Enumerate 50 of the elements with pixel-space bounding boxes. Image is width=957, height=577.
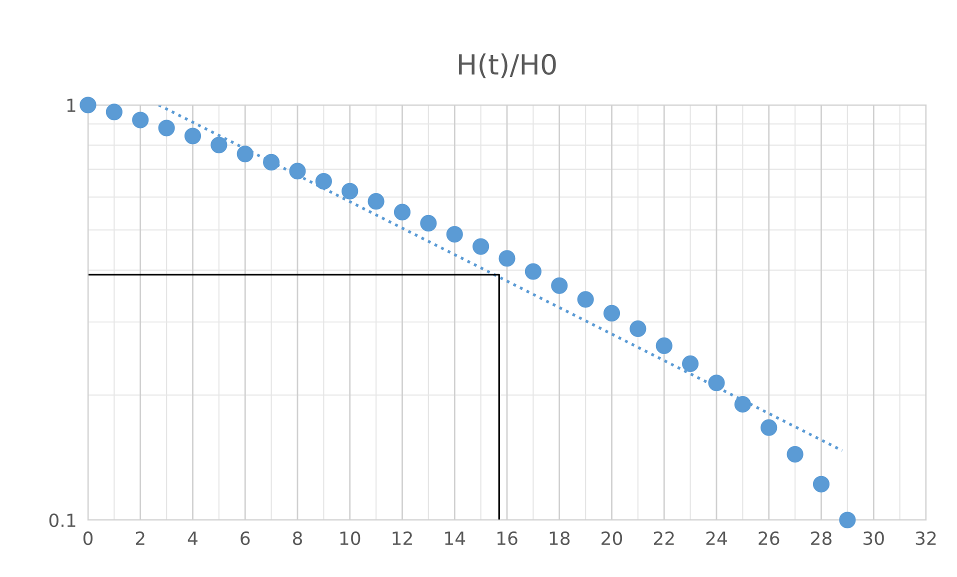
x-tick-label: 6 bbox=[240, 531, 250, 546]
x-tick-label: 16 bbox=[497, 531, 518, 546]
point bbox=[289, 162, 306, 180]
point bbox=[656, 337, 672, 354]
point bbox=[394, 204, 411, 220]
chart-title: H(t)/H0 bbox=[459, 53, 556, 78]
x-tick-label: 2 bbox=[136, 531, 144, 545]
x-tick-label: 0 bbox=[83, 531, 93, 546]
x-tick-label: 24 bbox=[706, 531, 727, 545]
point bbox=[786, 446, 804, 463]
point bbox=[682, 355, 699, 372]
x-tick-label: 28 bbox=[811, 531, 832, 546]
x-tick-label: 30 bbox=[864, 531, 884, 546]
x-tick-label: 18 bbox=[550, 531, 570, 546]
x-tick-label: 26 bbox=[758, 531, 780, 546]
point bbox=[342, 182, 358, 200]
point bbox=[184, 128, 202, 144]
x-tick-label: 20 bbox=[602, 531, 622, 546]
point bbox=[551, 277, 568, 294]
point bbox=[630, 320, 646, 338]
point bbox=[368, 193, 384, 210]
point bbox=[132, 112, 149, 128]
point bbox=[472, 238, 490, 255]
x-tick-label: 14 bbox=[445, 532, 466, 545]
point bbox=[106, 104, 122, 120]
point bbox=[315, 172, 332, 190]
point bbox=[80, 96, 96, 114]
point bbox=[158, 120, 175, 136]
x-tick-label: 4 bbox=[188, 532, 198, 545]
point bbox=[210, 136, 228, 154]
point bbox=[263, 154, 280, 171]
x-tick-label: 12 bbox=[392, 531, 412, 545]
point bbox=[420, 214, 437, 232]
point bbox=[446, 226, 463, 243]
x-tick-label: 32 bbox=[916, 531, 936, 546]
point bbox=[734, 396, 751, 413]
x-tick-label: 22 bbox=[654, 531, 674, 545]
point bbox=[524, 263, 542, 280]
point bbox=[498, 250, 516, 267]
x-tick-label: 8 bbox=[292, 531, 302, 546]
point bbox=[760, 419, 778, 436]
point bbox=[236, 146, 254, 162]
point bbox=[839, 512, 856, 528]
y-tick-label: 1 bbox=[67, 98, 76, 112]
point bbox=[708, 374, 725, 392]
x-tick-label: 10 bbox=[340, 531, 360, 546]
y-tick-label: 0.1 bbox=[49, 513, 76, 528]
point bbox=[812, 476, 830, 492]
point bbox=[603, 304, 620, 322]
point bbox=[577, 291, 594, 308]
